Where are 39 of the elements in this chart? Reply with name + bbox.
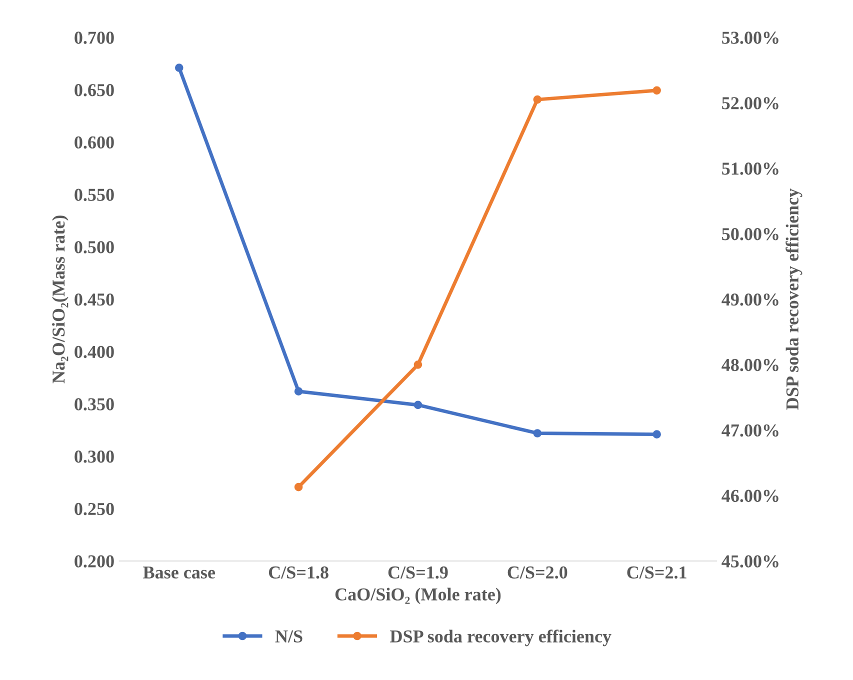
point bbox=[294, 482, 303, 492]
y-tick-label: 0.650 bbox=[74, 84, 114, 96]
x-tick-label: C/S=1.8 bbox=[268, 566, 328, 579]
y2-tick-label: 51.00% bbox=[722, 162, 778, 175]
y-tick-label: 0.550 bbox=[74, 188, 114, 201]
point bbox=[414, 360, 422, 369]
y2-tick-label: 47.00% bbox=[722, 424, 778, 437]
y2-tick-label: 52.00% bbox=[722, 97, 778, 110]
y-tick-label: 0.400 bbox=[74, 346, 114, 358]
y2-axis-title: DSP soda recovery efficiency bbox=[786, 188, 802, 410]
y-tick-label: 0.200 bbox=[74, 555, 114, 568]
x-tick-label: C/S=2.0 bbox=[508, 566, 568, 579]
y2-tick-label: 48.00% bbox=[722, 358, 778, 372]
x-tick-label: Base case bbox=[143, 566, 216, 579]
y-axis-title: Na₂O/SiO₂(Mass rate) bbox=[52, 216, 68, 384]
x-axis-title: CaO/SiO₂ (Mole rate) bbox=[335, 588, 501, 604]
y2-tick-label: 46.00% bbox=[722, 490, 778, 502]
point bbox=[652, 86, 661, 95]
legend-label: N/S bbox=[275, 630, 302, 642]
point bbox=[174, 64, 184, 72]
legend-label: DSP soda recovery efficiency bbox=[390, 630, 612, 646]
y2-tick-label: 53.00% bbox=[722, 32, 778, 44]
y-tick-label: 0.250 bbox=[74, 502, 114, 516]
y2-tick-label: 45.00% bbox=[722, 555, 778, 568]
y-tick-label: 0.350 bbox=[74, 398, 114, 410]
x-tick-label: C/S=2.1 bbox=[627, 566, 686, 579]
point bbox=[533, 95, 542, 104]
y-tick-label: 0.300 bbox=[74, 450, 114, 463]
point bbox=[414, 400, 422, 410]
point bbox=[652, 430, 661, 438]
y-tick-label: 0.600 bbox=[74, 136, 114, 149]
y2-tick-label: 49.00% bbox=[722, 293, 778, 306]
y-tick-label: 0.700 bbox=[74, 32, 114, 44]
y-tick-label: 0.450 bbox=[74, 293, 114, 306]
point bbox=[294, 387, 303, 396]
y-tick-label: 0.500 bbox=[74, 241, 114, 254]
point bbox=[533, 429, 542, 438]
y2-tick-label: 50.00% bbox=[722, 228, 778, 240]
x-tick-label: C/S=1.9 bbox=[388, 566, 448, 579]
